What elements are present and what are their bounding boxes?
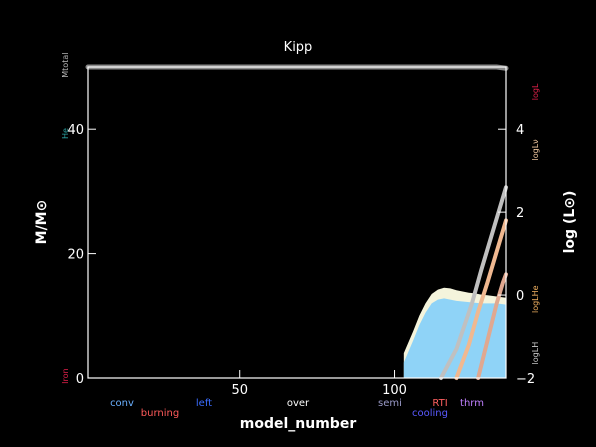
x-axis-label: model_number bbox=[240, 416, 357, 432]
legend-item: cooling bbox=[412, 408, 448, 419]
y-right-tick-label: 0 bbox=[516, 289, 524, 304]
y-left-tick-label: 20 bbox=[67, 248, 84, 263]
legend-item: over bbox=[287, 398, 310, 409]
right-side-label: logLHe bbox=[531, 285, 540, 313]
x-tick-label: 50 bbox=[231, 383, 248, 398]
legend-item: conv bbox=[110, 398, 134, 409]
plot-frame bbox=[87, 66, 507, 379]
legend-item: left bbox=[196, 398, 212, 409]
y-left-tick-label: 0 bbox=[76, 372, 84, 387]
chart-title: Kipp bbox=[284, 40, 313, 55]
ticks-layer: 50 100 0 20 40 −2 0 2 4 bbox=[67, 123, 535, 398]
legend-item: RTI bbox=[432, 398, 447, 409]
side-labels-layer: Mtotal He Iron logL logLν logLHe logLH bbox=[61, 53, 540, 384]
left-side-label: Iron bbox=[61, 368, 70, 383]
x-tick-label: 100 bbox=[382, 383, 407, 398]
right-side-label: logLν bbox=[531, 139, 540, 161]
y-right-tick-label: −2 bbox=[516, 372, 535, 387]
series-layer bbox=[85, 64, 509, 380]
series-line-log-lh bbox=[476, 272, 508, 380]
series-area-convective-core bbox=[403, 298, 506, 378]
series-line-log-l bbox=[438, 185, 508, 380]
right-side-label: logL bbox=[531, 83, 540, 100]
y-axis-label-right: log (L⊙) bbox=[562, 191, 578, 254]
left-side-label: Mtotal bbox=[61, 53, 70, 78]
y-left-tick-label: 40 bbox=[67, 123, 84, 138]
right-side-label: logLH bbox=[531, 342, 540, 365]
series-line-log-lhe bbox=[454, 218, 508, 380]
y-axis-label-left: M/M⊙ bbox=[34, 200, 50, 245]
legend-item: thrm bbox=[460, 398, 484, 409]
y-right-tick-label: 4 bbox=[516, 123, 524, 138]
y-right-tick-label: 2 bbox=[516, 206, 524, 221]
legend-item: semi bbox=[378, 398, 402, 409]
left-side-label: He bbox=[61, 128, 70, 139]
legend-item: burning bbox=[141, 408, 179, 419]
